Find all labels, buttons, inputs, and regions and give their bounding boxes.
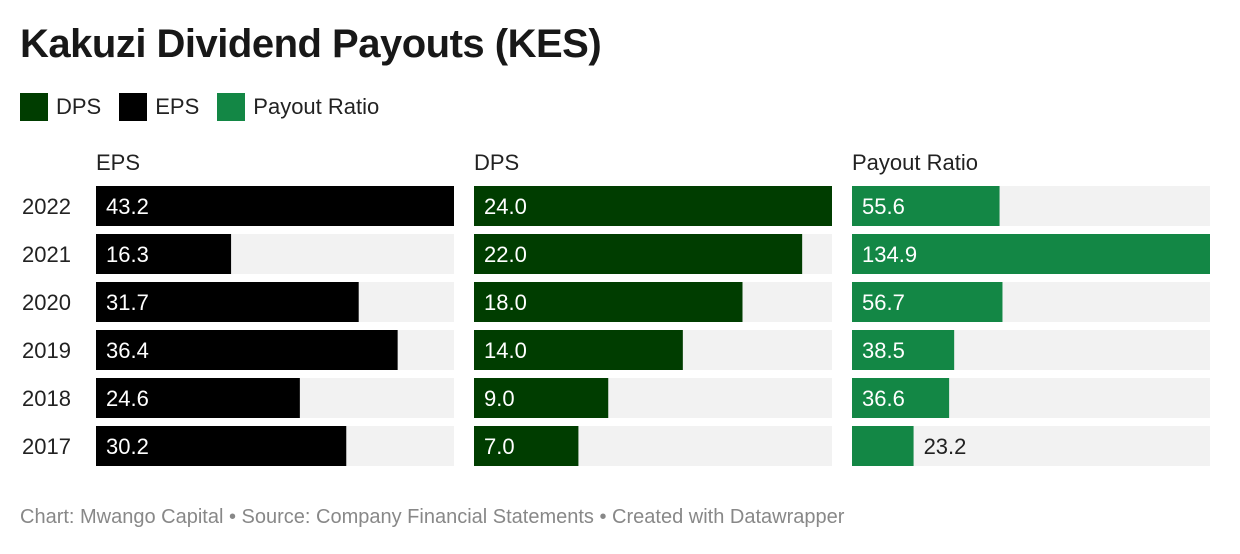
- value-label-payout-ratio-2019: 38.5: [862, 338, 905, 363]
- bar-payout-ratio-2022: [852, 186, 1000, 226]
- panel-header-eps: EPS: [96, 150, 140, 175]
- value-label-payout-ratio-2021: 134.9: [862, 242, 917, 267]
- bar-dps-2021: [474, 234, 803, 274]
- bar-payout-ratio-2019: [852, 330, 955, 370]
- bar-eps-2017: [96, 426, 347, 466]
- bar-payout-ratio-2020: [852, 282, 1003, 322]
- value-label-dps-2021: 22.0: [484, 242, 527, 267]
- legend-label-eps: EPS: [155, 94, 200, 119]
- row-label-2022: 2022: [22, 194, 71, 219]
- row-label-2021: 2021: [22, 242, 71, 267]
- bar-eps-2021: [96, 234, 232, 274]
- value-label-eps-2019: 36.4: [106, 338, 149, 363]
- value-label-dps-2022: 24.0: [484, 194, 527, 219]
- legend-item-eps: EPS: [119, 93, 199, 121]
- bar-dps-2019: [474, 330, 683, 370]
- bar-eps-2022: [96, 186, 454, 226]
- bar-eps-2018: [96, 378, 300, 418]
- panel-header-dps: DPS: [474, 150, 519, 175]
- legend-swatch-payout-ratio: [217, 93, 246, 121]
- legend-item-payout-ratio: Payout Ratio: [217, 93, 379, 121]
- value-label-payout-ratio-2018: 36.6: [862, 386, 905, 411]
- bar-payout-ratio-2021: [852, 234, 1210, 274]
- bar-eps-2019: [96, 330, 398, 370]
- value-label-eps-2022: 43.2: [106, 194, 149, 219]
- legend-label-payout-ratio: Payout Ratio: [253, 94, 380, 119]
- chart-title: Kakuzi Dividend Payouts (KES): [20, 22, 602, 66]
- row-label-2019: 2019: [22, 338, 71, 363]
- value-label-eps-2017: 30.2: [106, 434, 149, 459]
- bar-eps-2020: [96, 282, 359, 322]
- bar-payout-ratio-2017: [852, 426, 914, 466]
- bar-dps-2017: [474, 426, 579, 466]
- row-label-2018: 2018: [22, 386, 71, 411]
- value-label-eps-2020: 31.7: [106, 290, 149, 315]
- value-label-dps-2017: 7.0: [484, 434, 515, 459]
- value-label-dps-2019: 14.0: [484, 338, 527, 363]
- bar-dps-2020: [474, 282, 743, 322]
- value-label-dps-2018: 9.0: [484, 386, 515, 411]
- value-label-payout-ratio-2017: 23.2: [924, 434, 967, 459]
- value-label-payout-ratio-2022: 55.6: [862, 194, 905, 219]
- row-label-2020: 2020: [22, 290, 71, 315]
- legend: DPS EPS Payout Ratio: [20, 92, 397, 122]
- chart-footer: Chart: Mwango Capital • Source: Company …: [20, 506, 845, 528]
- value-label-dps-2020: 18.0: [484, 290, 527, 315]
- panel-header-payout-ratio: Payout Ratio: [852, 150, 978, 175]
- bar-dps-2018: [474, 378, 609, 418]
- row-label-2017: 2017: [22, 434, 71, 459]
- legend-label-dps: DPS: [56, 94, 102, 119]
- legend-swatch-eps: [119, 93, 148, 121]
- value-label-eps-2018: 24.6: [106, 386, 149, 411]
- legend-item-dps: DPS: [20, 93, 101, 121]
- value-label-eps-2021: 16.3: [106, 242, 149, 267]
- legend-swatch-dps: [20, 93, 48, 121]
- value-label-payout-ratio-2020: 56.7: [862, 290, 905, 315]
- bar-dps-2022: [474, 186, 832, 226]
- bar-payout-ratio-2018: [852, 378, 950, 418]
